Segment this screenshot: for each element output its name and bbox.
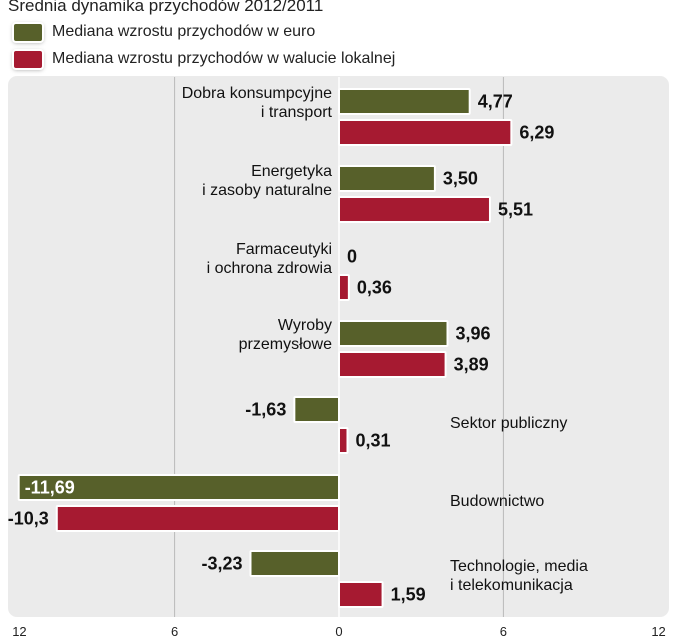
value-label: -1,63 bbox=[245, 400, 286, 420]
category-label: i ochrona zdrowia bbox=[207, 260, 333, 277]
category-label: przemysłowe bbox=[239, 336, 332, 353]
category-label: Technologie, media bbox=[450, 558, 588, 575]
bar-local-currency bbox=[338, 351, 447, 378]
axis-layer: 12 6 0 6 12 bbox=[12, 624, 666, 639]
bar-local-currency bbox=[338, 427, 349, 454]
value-label: -11,69 bbox=[25, 478, 75, 498]
value-label: -10,3 bbox=[8, 509, 49, 529]
category-label: Dobra konsumpcyjne bbox=[182, 85, 332, 102]
value-label: 6,29 bbox=[519, 123, 554, 143]
category-label: Sektor publiczny bbox=[450, 415, 567, 432]
value-label: 3,50 bbox=[443, 169, 478, 189]
category-label: i telekomunikacja bbox=[450, 577, 573, 594]
bar-euro bbox=[338, 165, 436, 192]
bar-local-currency bbox=[338, 119, 513, 146]
bar-euro bbox=[338, 320, 449, 347]
value-label: 1,59 bbox=[391, 585, 426, 605]
category-label: i transport bbox=[261, 104, 333, 121]
bar-local-currency bbox=[338, 196, 491, 223]
value-label: 0,31 bbox=[355, 431, 390, 451]
x-tick-label: 0 bbox=[335, 624, 342, 639]
category-label: Farmaceutyki bbox=[236, 241, 332, 258]
x-tick-label: 12 bbox=[651, 624, 665, 639]
category-label: Energetyka bbox=[251, 163, 332, 180]
value-label: 5,51 bbox=[498, 200, 533, 220]
x-tick-label: 6 bbox=[171, 624, 178, 639]
legend-item-local-currency: Mediana wzrostu przychodów w walucie lok… bbox=[14, 48, 395, 70]
value-label: 3,89 bbox=[454, 355, 489, 375]
category-label: Wyroby bbox=[278, 317, 332, 334]
legend-label-local-currency: Mediana wzrostu przychodów w walucie lok… bbox=[52, 50, 396, 67]
bar-euro bbox=[338, 88, 471, 115]
bar-layer bbox=[17, 88, 513, 608]
x-tick-label: 6 bbox=[500, 624, 507, 639]
value-label: -3,23 bbox=[201, 554, 242, 574]
bar-local-currency bbox=[55, 505, 340, 532]
legend-swatch-euro bbox=[14, 23, 42, 41]
chart-title: Średnia dynamika przychodów 2012/2011 bbox=[8, 0, 324, 15]
value-label: 3,96 bbox=[456, 324, 491, 344]
category-label: Budownictwo bbox=[450, 493, 544, 510]
bar-euro bbox=[293, 396, 341, 423]
legend-label-euro: Mediana wzrostu przychodów w euro bbox=[52, 23, 316, 40]
bar-euro bbox=[249, 550, 340, 577]
label-layer: 4,77 3,50 0 3,96 -1,63 -11,69 -3,23 6,29 5,51 0,3… bbox=[8, 85, 588, 605]
bar-local-currency bbox=[338, 274, 350, 301]
bar-local-currency bbox=[338, 581, 384, 608]
value-label: 0,36 bbox=[357, 278, 392, 298]
bar-euro bbox=[17, 474, 340, 501]
legend-swatch-local-currency bbox=[14, 50, 42, 68]
legend-item-euro: Mediana wzrostu przychodów w euro bbox=[14, 21, 315, 43]
grid-layer bbox=[174, 77, 504, 617]
x-tick-label: 12 bbox=[12, 624, 26, 639]
value-label: 0 bbox=[347, 247, 357, 267]
category-label: i zasoby naturalne bbox=[202, 182, 332, 199]
value-label: 4,77 bbox=[478, 92, 513, 112]
